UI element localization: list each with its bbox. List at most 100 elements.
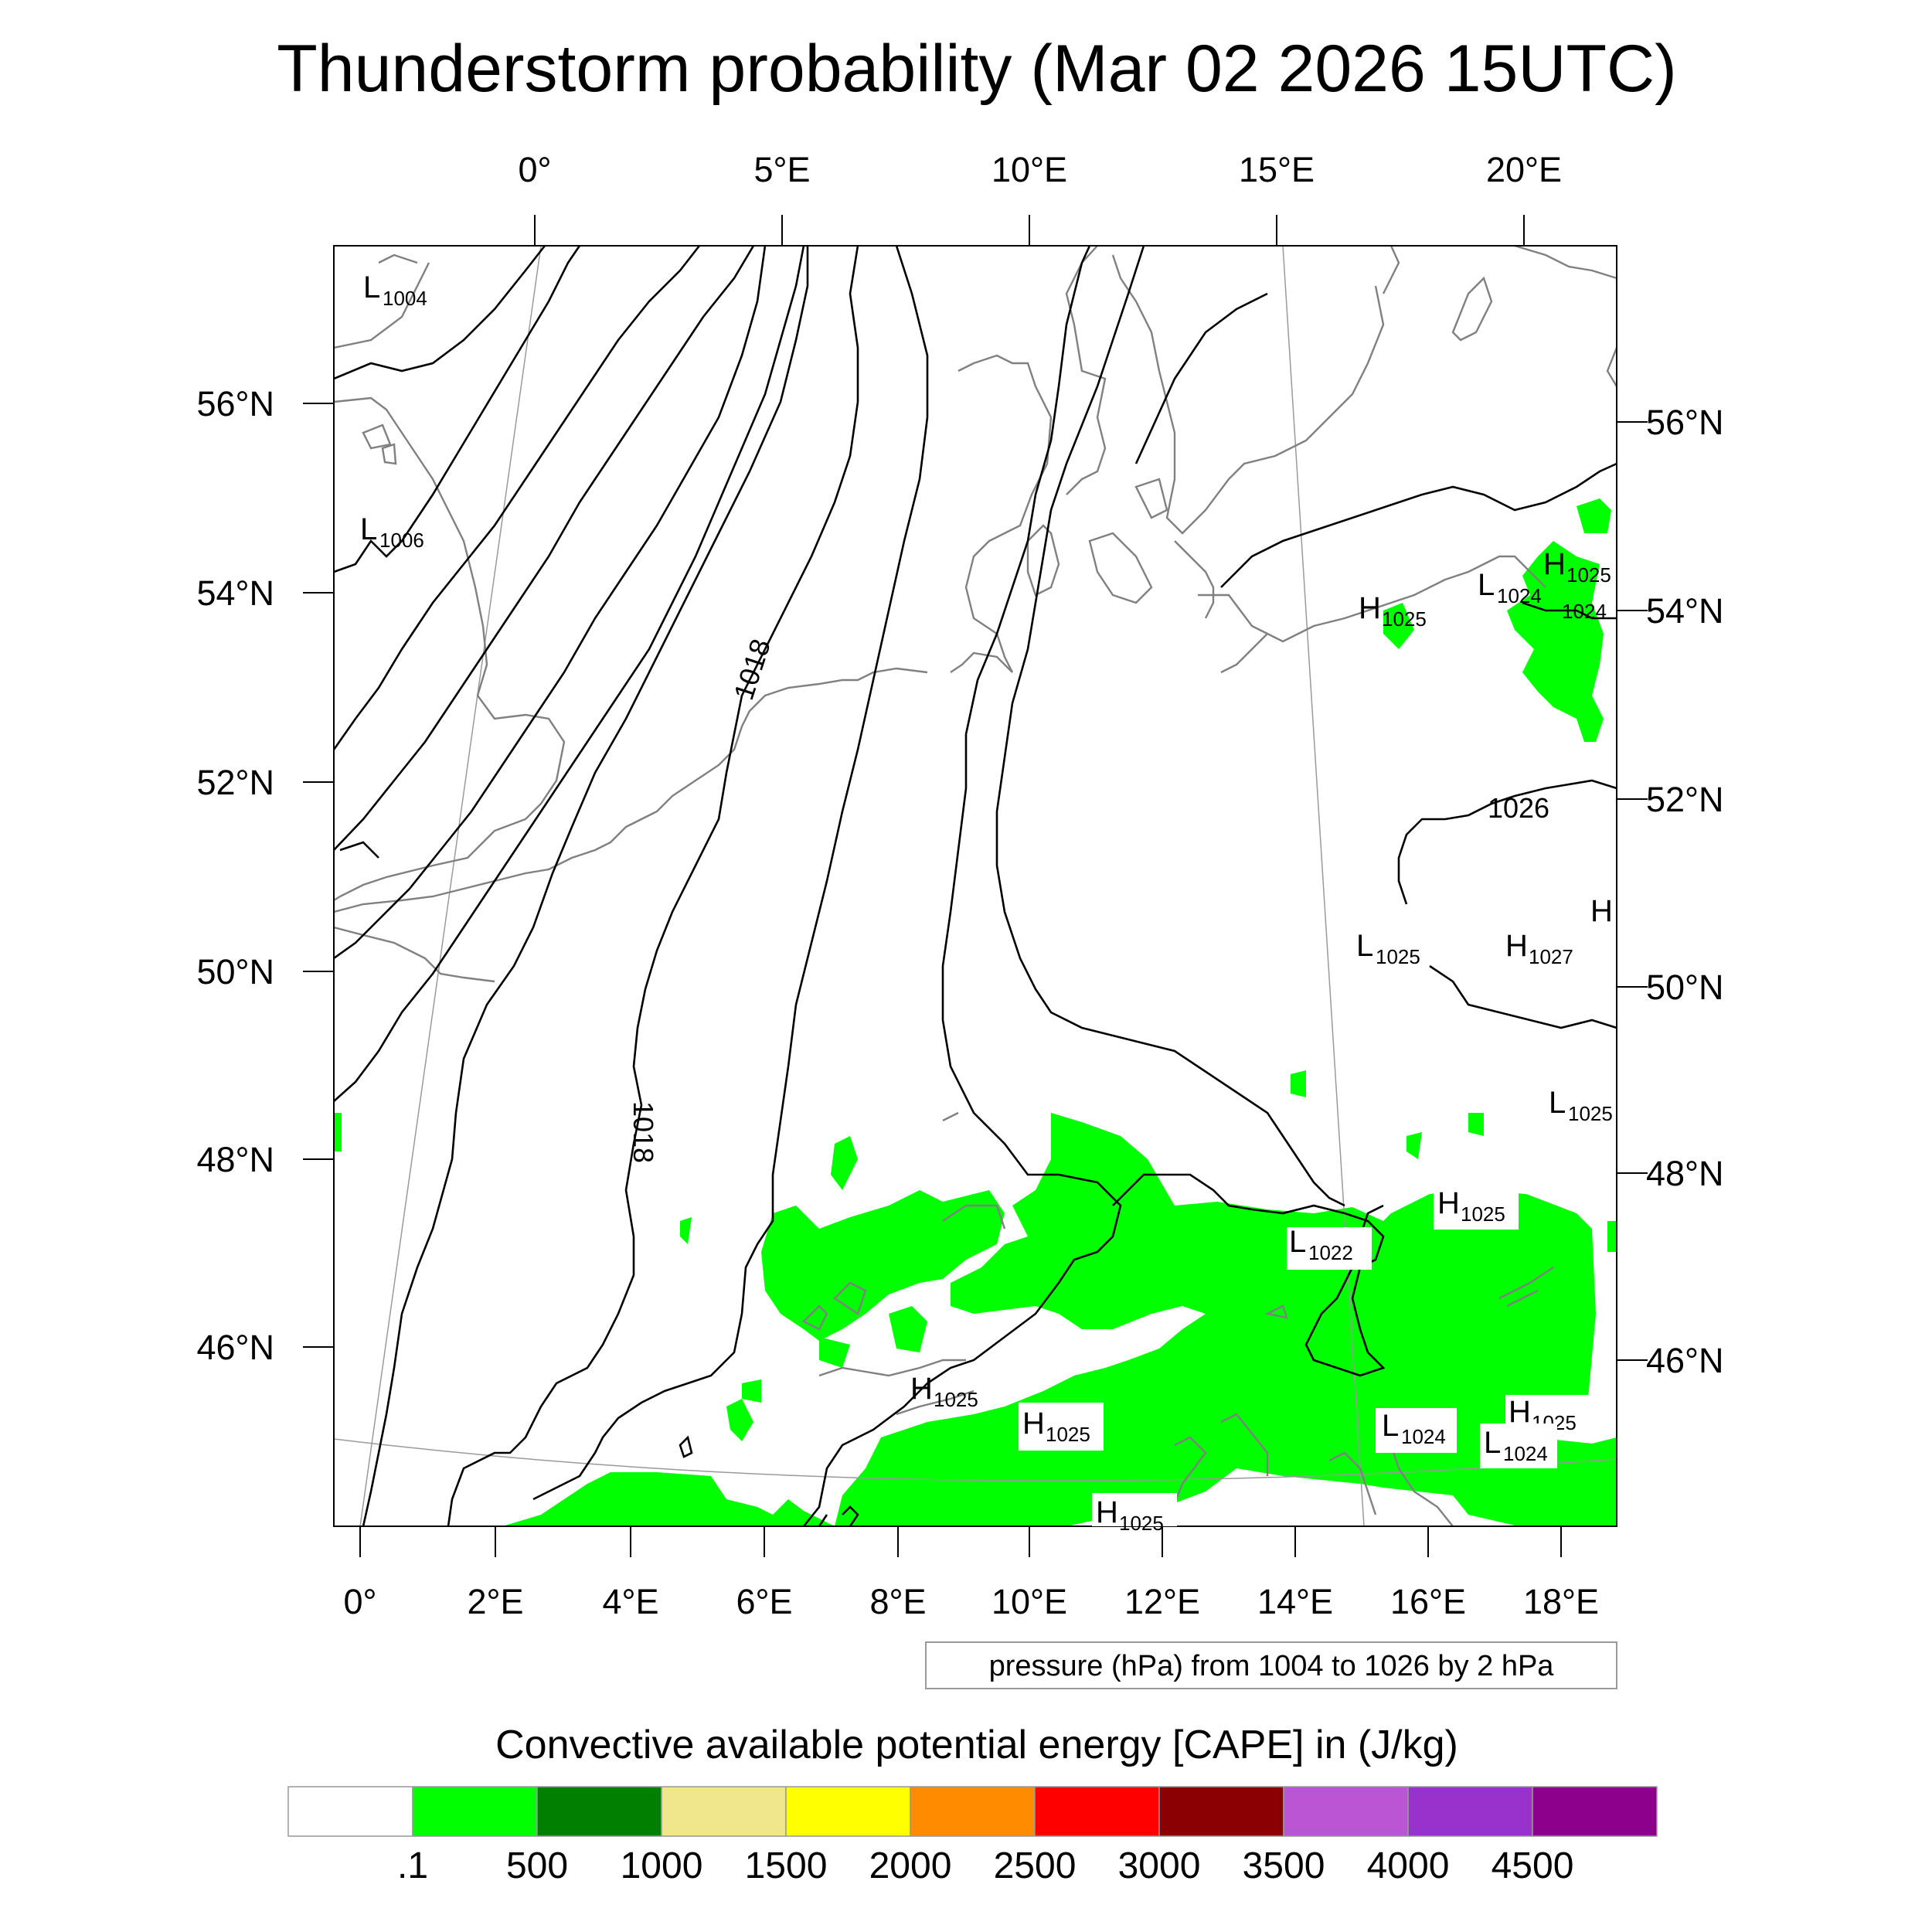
top-axis-labels: 0° 5°E 10°E 15°E 20°E	[518, 150, 1562, 189]
lat-label: 46°N	[1646, 1341, 1724, 1380]
lat-label: 54°N	[1646, 591, 1724, 631]
lon-label: 10°E	[992, 1582, 1067, 1621]
high-center: H 1025	[1022, 1406, 1090, 1446]
colorbar-boxes	[287, 1786, 1658, 1837]
svg-text:1025: 1025	[934, 1388, 978, 1411]
axis-ticks	[303, 215, 1648, 1557]
colorbar-box	[1283, 1786, 1409, 1837]
colorbar-title: Convective available potential energy [C…	[495, 1723, 1458, 1767]
colorbar: Convective available potential energy [C…	[287, 1723, 1658, 1886]
colorbar-label: 3000	[1118, 1845, 1201, 1886]
colorbar-label: 2500	[994, 1845, 1077, 1886]
colorbar-box	[536, 1786, 662, 1837]
svg-text:H: H	[1505, 929, 1528, 963]
lat-label: 46°N	[196, 1328, 274, 1367]
right-axis-labels: 56°N 54°N 52°N 50°N 48°N 46°N	[1646, 403, 1724, 1380]
lon-label: 10°E	[992, 150, 1067, 189]
svg-text:L: L	[1484, 1426, 1501, 1460]
lon-label: 18°E	[1523, 1582, 1599, 1621]
colorbar-box	[1034, 1786, 1160, 1837]
pressure-centers: L 1004 L 1006 H 1025 L 1024 H 1025 L 1025 H 102…	[360, 270, 1613, 1535]
low-center: L 1024	[1382, 1409, 1446, 1448]
lon-label: 15°E	[1239, 150, 1315, 189]
svg-text:H: H	[1437, 1186, 1460, 1220]
isobar-label: 1024	[1562, 600, 1607, 623]
coastlines	[334, 246, 1617, 1526]
lon-label: 0°	[518, 150, 551, 189]
low-center: L 1025	[1549, 1086, 1613, 1125]
svg-text:L: L	[1382, 1409, 1399, 1443]
low-center: L 1022	[1289, 1225, 1353, 1264]
lat-label: 56°N	[1646, 403, 1724, 442]
lon-label: 6°E	[736, 1582, 792, 1621]
svg-text:1025: 1025	[1568, 1102, 1613, 1125]
svg-text:L: L	[363, 270, 380, 304]
svg-text:1024: 1024	[1401, 1425, 1446, 1448]
lon-label: 0°	[343, 1582, 376, 1621]
lat-label: 52°N	[1646, 780, 1724, 819]
low-center: L 1024	[1484, 1426, 1548, 1465]
svg-text:1025: 1025	[1382, 607, 1427, 631]
colorbar-label: 3500	[1243, 1845, 1325, 1886]
low-center: L 1025	[1356, 929, 1420, 968]
high-center: H 1025	[1543, 547, 1611, 587]
lat-label: 50°N	[196, 952, 274, 992]
lat-label: 56°N	[196, 384, 274, 423]
lon-label: 2°E	[467, 1582, 523, 1621]
lon-label: 12°E	[1124, 1582, 1200, 1621]
svg-text:1025: 1025	[1461, 1202, 1505, 1226]
lon-label: 14°E	[1257, 1582, 1333, 1621]
left-axis-labels: 56°N 54°N 52°N 50°N 48°N 46°N	[196, 384, 274, 1367]
low-center: L 1024	[1478, 568, 1542, 607]
lat-label: 48°N	[1646, 1154, 1724, 1193]
lon-label: 16°E	[1390, 1582, 1466, 1621]
bottom-axis-labels: 0° 2°E 4°E 6°E 8°E 10°E 12°E 14°E 16°E 1…	[343, 1582, 1599, 1621]
lon-label: 4°E	[602, 1582, 658, 1621]
svg-text:H: H	[1590, 894, 1613, 928]
map-panel: 1018 1018 1026 1024 L 1004 L 1006 H 1025 L1…	[196, 150, 1723, 1621]
colorbar-label: 4000	[1367, 1845, 1450, 1886]
svg-text:1027: 1027	[1529, 945, 1573, 968]
high-center: H 1025	[910, 1372, 978, 1411]
svg-text:1004: 1004	[383, 287, 427, 310]
colorbar-label: 4500	[1492, 1845, 1574, 1886]
colorbar-label: 1000	[621, 1845, 703, 1886]
high-center: H 1025	[1437, 1186, 1505, 1226]
colorbar-labels: .1 500 1000 1500 2000 2500 3000 3500 4000 4500	[397, 1845, 1573, 1886]
high-center: H	[1590, 894, 1613, 928]
colorbar-box	[1532, 1786, 1658, 1837]
high-center: H 1025	[1359, 591, 1427, 631]
svg-text:H: H	[1022, 1406, 1045, 1440]
lat-label: 54°N	[196, 573, 274, 613]
colorbar-box	[287, 1786, 413, 1837]
lat-label: 48°N	[196, 1140, 274, 1179]
isobar-label: 1026	[1488, 792, 1549, 824]
lat-label: 52°N	[196, 763, 274, 802]
isobar-labels: 1018 1018 1026 1024	[628, 600, 1607, 1163]
colorbar-box	[1407, 1786, 1533, 1837]
svg-text:H: H	[1359, 591, 1381, 625]
colorbar-label: 2000	[869, 1845, 952, 1886]
lat-label: 50°N	[1646, 968, 1724, 1007]
svg-text:H: H	[1509, 1395, 1531, 1429]
svg-text:1025: 1025	[1119, 1512, 1164, 1535]
svg-text:1025: 1025	[1566, 563, 1611, 587]
svg-text:L: L	[1478, 568, 1495, 602]
colorbar-box	[661, 1786, 787, 1837]
svg-text:1024: 1024	[1497, 584, 1542, 607]
svg-text:H: H	[1096, 1495, 1118, 1529]
high-center: H 1025	[1096, 1495, 1164, 1535]
contour-info-box: pressure (hPa) from 1004 to 1026 by 2 hP…	[925, 1641, 1617, 1689]
svg-text:L: L	[1289, 1225, 1306, 1259]
low-center: L 1004	[363, 270, 427, 310]
svg-text:1024: 1024	[1503, 1442, 1548, 1465]
svg-text:L: L	[360, 512, 377, 546]
isobar-label: 1018	[628, 1101, 659, 1163]
map-title: Thunderstorm probability (Mar 02 2026 15…	[277, 32, 1677, 106]
lon-label: 8°E	[869, 1582, 926, 1621]
svg-text:1006: 1006	[379, 529, 424, 552]
colorbar-label: .1	[397, 1845, 428, 1886]
high-center: H 1027	[1505, 929, 1573, 968]
svg-text:H: H	[1543, 547, 1566, 581]
